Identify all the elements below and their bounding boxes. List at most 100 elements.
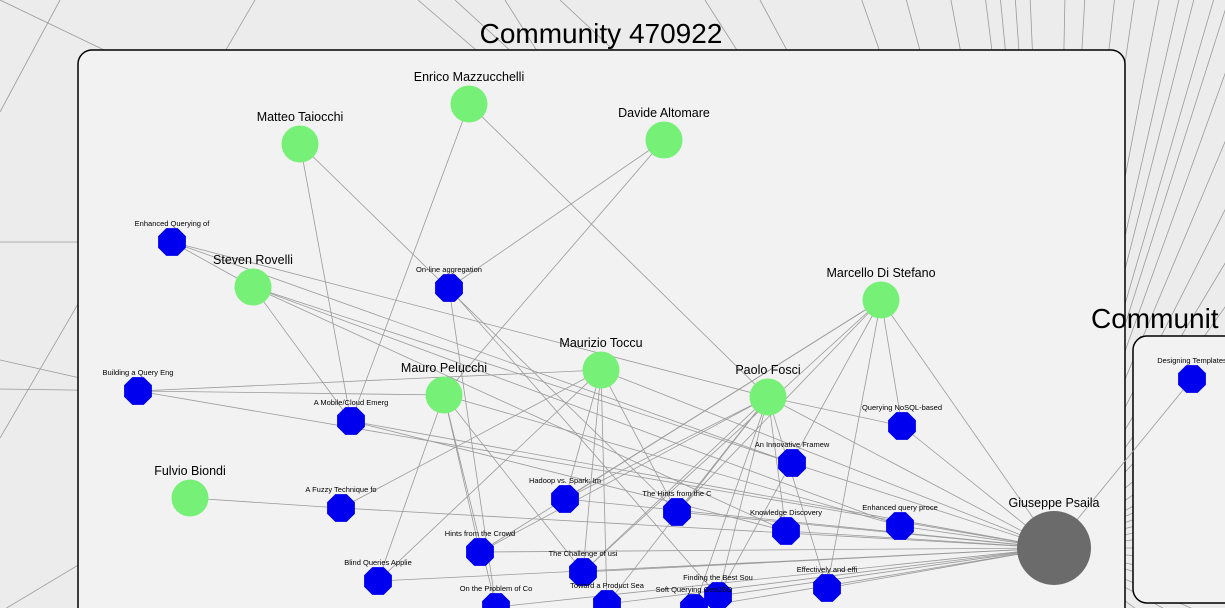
graph-edge <box>479 547 1055 553</box>
paper-node[interactable] <box>704 582 732 608</box>
graph-edge <box>299 143 352 422</box>
paper-node[interactable] <box>364 567 392 595</box>
graph-edge <box>350 103 470 422</box>
paper-label: The Hints from the C <box>642 489 712 498</box>
paper-label: Querying NoSQL-based <box>862 403 942 412</box>
graph-labels: Community 470922 Communit Enrico Mazzucche… <box>103 18 1225 594</box>
graph-edge <box>252 286 352 422</box>
author-label: Maurizio Toccu <box>559 336 642 350</box>
graph-edge <box>676 511 1055 549</box>
graph-edge <box>171 241 769 398</box>
graph-edge <box>693 547 1055 608</box>
graph-edge <box>377 369 602 582</box>
graph-edge <box>443 394 497 608</box>
author-label: Enrico Mazzucchelli <box>414 70 524 84</box>
graph-edge <box>767 396 828 589</box>
graph-edge <box>443 394 481 553</box>
author-node[interactable] <box>281 125 319 163</box>
paper-node[interactable] <box>158 228 186 256</box>
graph-edge <box>582 396 769 573</box>
graph-nodes <box>124 85 1206 608</box>
paper-label: Finding the Best Sou <box>683 573 753 582</box>
hub-author-node[interactable] <box>1017 511 1091 585</box>
graph-edge <box>377 394 445 582</box>
graph-edge <box>791 462 1055 549</box>
author-label: Fulvio Biondi <box>154 464 226 478</box>
author-label: Marcello Di Stefano <box>826 266 935 280</box>
paper-node[interactable] <box>778 449 806 477</box>
graph-edge <box>717 547 1055 597</box>
paper-node[interactable] <box>813 574 841 602</box>
graph-edge <box>693 396 769 608</box>
paper-node[interactable] <box>327 494 355 522</box>
paper-label: Effectively and effi <box>797 565 858 574</box>
graph-edge <box>448 139 665 289</box>
paper-label: A Mobile/Cloud Emerg <box>314 398 389 407</box>
paper-label: Building a Query Eng <box>103 368 174 377</box>
paper-node[interactable] <box>1178 365 1206 393</box>
author-node[interactable] <box>425 376 463 414</box>
graph-edge <box>350 420 1055 549</box>
author-label: Steven Rovelli <box>213 253 293 267</box>
paper-node[interactable] <box>663 498 691 526</box>
paper-node[interactable] <box>482 593 510 608</box>
paper-label: Hadoop vs. Spark: Im <box>529 476 601 485</box>
author-node[interactable] <box>645 121 683 159</box>
paper-node[interactable] <box>772 517 800 545</box>
graph-edge <box>564 396 769 500</box>
graph-edge <box>495 547 1055 608</box>
paper-label: Hints from the Crowd <box>445 529 515 538</box>
graph-edge <box>443 139 665 396</box>
paper-node[interactable] <box>124 377 152 405</box>
paper-label: Toward a Product Sea <box>570 581 645 590</box>
graph-edge <box>826 299 882 589</box>
paper-node[interactable] <box>435 274 463 302</box>
paper-label: An Innovative Framew <box>755 440 830 449</box>
paper-label: On-line aggregation <box>416 265 482 274</box>
author-node[interactable] <box>171 479 209 517</box>
paper-node[interactable] <box>593 590 621 608</box>
graph-edge <box>479 299 882 553</box>
graph-edge <box>767 396 787 532</box>
graph-edge <box>443 394 901 527</box>
paper-label: Enhanced query proce <box>862 503 937 512</box>
paper-label: Enhanced Querying of <box>135 219 211 228</box>
community-title: Community 470922 <box>480 18 723 49</box>
author-label: Paolo Fosci <box>735 363 800 377</box>
community-box <box>1132 335 1225 604</box>
community-box <box>77 49 1126 608</box>
paper-node[interactable] <box>886 512 914 540</box>
paper-label: Soft Querying GeoJSO <box>656 585 733 594</box>
paper-node[interactable] <box>466 538 494 566</box>
graph-edge <box>443 394 584 573</box>
author-label: Matteo Taiocchi <box>257 110 344 124</box>
author-node[interactable] <box>450 85 488 123</box>
paper-node[interactable] <box>680 594 708 608</box>
author-node[interactable] <box>582 351 620 389</box>
graph-edge <box>350 420 787 532</box>
graph-edge <box>767 396 1055 549</box>
community-title: Communit <box>1091 303 1219 334</box>
paper-label: Blind Queries Applie <box>344 558 412 567</box>
community-boxes <box>77 49 1225 608</box>
graph-edge <box>880 299 1055 549</box>
graph-edge <box>468 103 769 398</box>
paper-label: Knowledge Discovery <box>750 508 822 517</box>
paper-label: Designing Templates <box>1157 356 1225 365</box>
paper-label: A Fuzzy Technique fo <box>305 485 376 494</box>
paper-node[interactable] <box>551 485 579 513</box>
paper-node[interactable] <box>888 412 916 440</box>
graph-edge <box>0 0 61 113</box>
paper-node[interactable] <box>337 407 365 435</box>
graph-edge <box>600 369 1055 549</box>
author-node[interactable] <box>862 281 900 319</box>
author-node[interactable] <box>749 378 787 416</box>
paper-node[interactable] <box>569 558 597 586</box>
author-node[interactable] <box>234 268 272 306</box>
paper-label: The Challenge of usi <box>549 549 618 558</box>
graph-edge <box>171 241 793 464</box>
graph-edge <box>600 369 608 605</box>
graph-edge <box>600 369 678 513</box>
graph-edge <box>717 396 769 597</box>
